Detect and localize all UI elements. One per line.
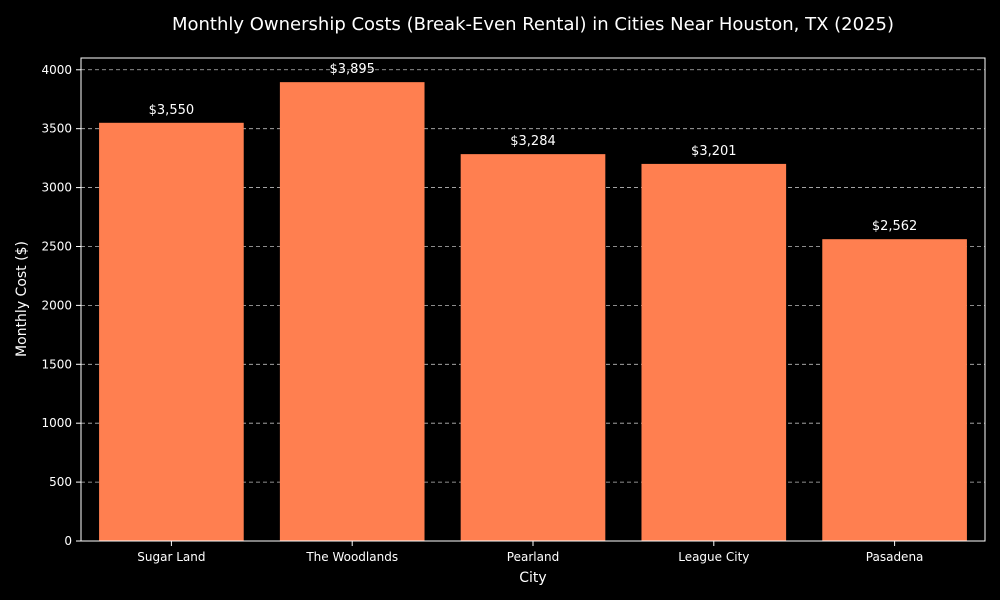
y-axis-label: Monthly Cost ($)	[14, 241, 30, 357]
bar-league-city	[641, 163, 787, 541]
bar-sugar-land	[99, 122, 244, 541]
y-tick-label: 3000	[41, 181, 72, 195]
bar-value-label: $3,201	[691, 144, 737, 159]
chart-title: Monthly Ownership Costs (Break-Even Rent…	[172, 14, 894, 35]
y-tick-label: 500	[49, 475, 72, 489]
data-labels: $3,550 $3,895 $3,284 $3,201 $2,562	[149, 62, 918, 234]
bar-pearland	[460, 154, 606, 541]
y-tick-label: 2000	[41, 298, 72, 312]
bar-the-woodlands	[279, 82, 425, 542]
x-tick-label: The Woodlands	[305, 550, 398, 564]
bar-value-label: $3,895	[329, 62, 375, 77]
bar-value-label: $2,562	[872, 219, 918, 234]
x-tick-label: Pasadena	[866, 550, 924, 564]
y-tick-label: 1000	[41, 416, 72, 430]
y-tick-label: 1500	[41, 357, 72, 371]
y-tick-label: 0	[64, 534, 72, 548]
x-tick-label: Sugar Land	[137, 550, 205, 564]
y-tick-label: 2500	[41, 239, 72, 253]
bar-value-label: $3,550	[149, 103, 195, 118]
bar-value-label: $3,284	[510, 134, 556, 149]
y-tick-label: 3500	[41, 122, 72, 136]
y-axis-ticks: 0 500 1000 1500 2000 2500 3000 3500 4000	[41, 63, 81, 548]
x-tick-label: Pearland	[507, 550, 559, 564]
x-axis-ticks: Sugar Land The Woodlands Pearland League Ci…	[137, 541, 923, 564]
x-tick-label: League City	[678, 550, 749, 564]
bar-pasadena	[822, 239, 967, 541]
x-axis-label: City	[519, 570, 546, 586]
y-tick-label: 4000	[41, 63, 72, 77]
bars-layer	[99, 82, 967, 542]
